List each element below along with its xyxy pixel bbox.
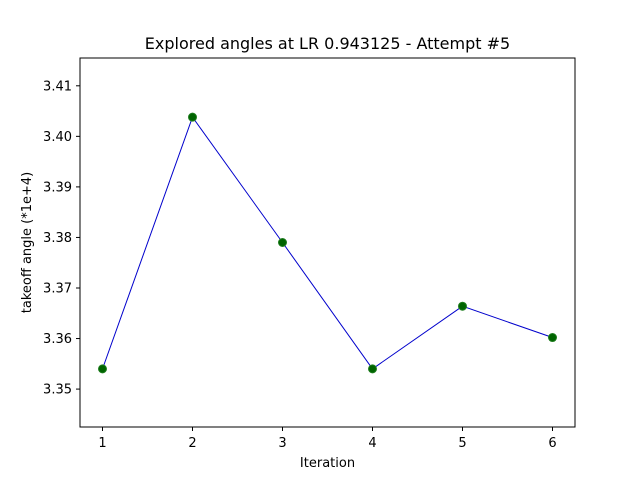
data-point: [548, 333, 557, 343]
y-tick-label: 3.35: [43, 383, 72, 398]
data-point: [368, 364, 377, 374]
y-axis-ticks: 3.35 3.36 3.37 3.38 3.39 3.40 3.41: [43, 79, 80, 398]
x-tick-label: 5: [458, 436, 466, 451]
data-point: [98, 364, 107, 374]
data-point: [458, 301, 467, 311]
series-markers: [98, 112, 557, 374]
y-tick-label: 3.41: [43, 79, 72, 94]
x-tick-label: 1: [98, 436, 106, 451]
x-axis-label: Iteration: [300, 456, 355, 471]
data-point: [278, 238, 287, 247]
x-tick-label: 3: [278, 436, 286, 451]
plot-area-frame: [79, 57, 576, 428]
y-tick-label: 3.40: [43, 130, 72, 145]
y-tick-label: 3.37: [43, 281, 72, 296]
y-tick-label: 3.39: [43, 180, 72, 195]
y-tick-label: 3.36: [43, 332, 72, 347]
data-point: [188, 112, 197, 122]
x-axis-ticks: 1 2 3 4 5 6: [98, 427, 557, 451]
chart-title: Explored angles at LR 0.943125 - Attempt…: [145, 34, 510, 53]
series-line: [102, 116, 553, 370]
x-tick-label: 4: [368, 436, 376, 451]
x-tick-label: 6: [548, 436, 556, 451]
x-tick-label: 2: [188, 436, 196, 451]
y-tick-label: 3.38: [43, 231, 72, 246]
y-axis-label: takeoff angle (*1e+4): [20, 172, 35, 313]
